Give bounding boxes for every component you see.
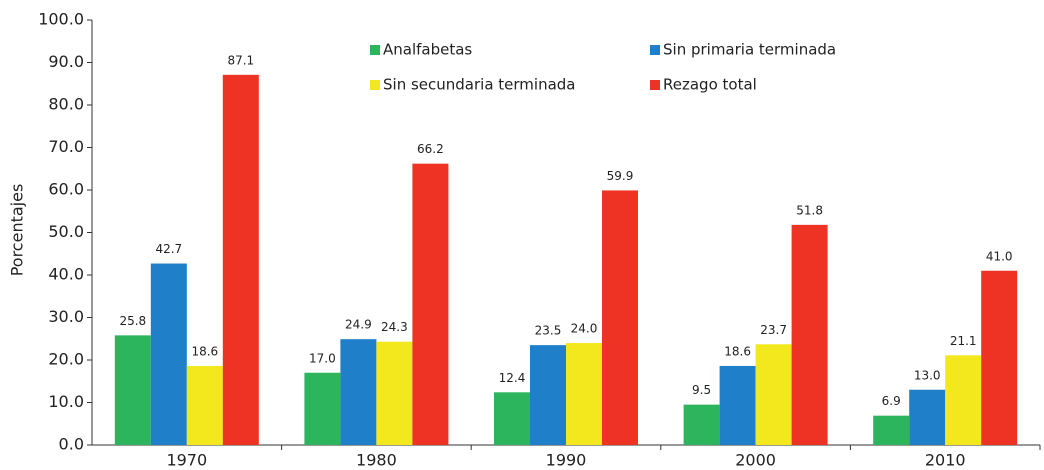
- value-label: 13.0: [914, 368, 941, 382]
- legend-swatch: [370, 80, 380, 90]
- value-label: 24.0: [571, 322, 598, 336]
- bar: [791, 224, 828, 445]
- y-tick-label: 60.0: [48, 180, 84, 199]
- value-label: 66.2: [417, 142, 444, 156]
- value-label: 25.8: [119, 314, 146, 328]
- value-label: 59.9: [607, 169, 634, 183]
- bar: [114, 335, 151, 445]
- value-label: 18.6: [724, 344, 751, 358]
- value-label: 12.4: [499, 371, 526, 385]
- bar: [755, 344, 792, 445]
- bar: [530, 345, 566, 445]
- bar: [494, 392, 530, 445]
- value-label: 21.1: [950, 334, 977, 348]
- y-tick-label: 100.0: [38, 10, 84, 29]
- legend-swatch: [370, 45, 380, 55]
- value-label: 23.5: [535, 324, 562, 338]
- y-tick-label: 70.0: [48, 137, 84, 156]
- value-label: 9.5: [692, 383, 711, 397]
- value-label: 24.3: [381, 320, 408, 334]
- legend-label: Analfabetas: [383, 41, 472, 59]
- legend-label: Sin secundaria terminada: [383, 76, 575, 94]
- y-tick-label: 90.0: [48, 52, 84, 71]
- value-label: 87.1: [227, 53, 254, 67]
- bar: [222, 74, 259, 445]
- value-label: 18.6: [191, 344, 218, 358]
- bar: [304, 372, 341, 445]
- value-label: 51.8: [796, 203, 823, 217]
- x-tick-label: 2000: [735, 451, 776, 470]
- bar: [909, 389, 946, 445]
- x-tick-label: 1970: [166, 451, 207, 470]
- value-label: 41.0: [986, 249, 1013, 263]
- bar: [981, 270, 1018, 445]
- bar: [150, 263, 187, 445]
- y-tick-label: 50.0: [48, 222, 84, 241]
- x-tick-label: 1990: [546, 451, 587, 470]
- bar: [340, 339, 377, 445]
- value-label: 17.0: [309, 351, 336, 365]
- x-tick-label: 2010: [925, 451, 966, 470]
- y-tick-label: 0.0: [59, 435, 84, 454]
- legend-swatch: [650, 80, 660, 90]
- value-label: 6.9: [882, 394, 901, 408]
- bar: [412, 163, 449, 445]
- y-tick-label: 10.0: [48, 392, 84, 411]
- bar: [873, 415, 910, 445]
- bar: [602, 190, 638, 445]
- value-label: 23.7: [760, 323, 787, 337]
- y-axis-label: Porcentajes: [8, 184, 27, 277]
- bar: [945, 355, 982, 445]
- x-tick-label: 1980: [356, 451, 397, 470]
- bar: [566, 343, 602, 445]
- bar: [186, 365, 223, 445]
- y-tick-label: 30.0: [48, 307, 84, 326]
- bar: [376, 341, 413, 445]
- legend-label: Sin primaria terminada: [663, 41, 836, 59]
- value-label: 42.7: [155, 242, 182, 256]
- value-label: 24.9: [345, 318, 372, 332]
- y-tick-label: 80.0: [48, 95, 84, 114]
- legend-swatch: [650, 45, 660, 55]
- bar: [683, 404, 720, 445]
- legend-label: Rezago total: [663, 76, 757, 94]
- y-tick-label: 20.0: [48, 350, 84, 369]
- bar: [719, 365, 756, 445]
- y-tick-label: 40.0: [48, 265, 84, 284]
